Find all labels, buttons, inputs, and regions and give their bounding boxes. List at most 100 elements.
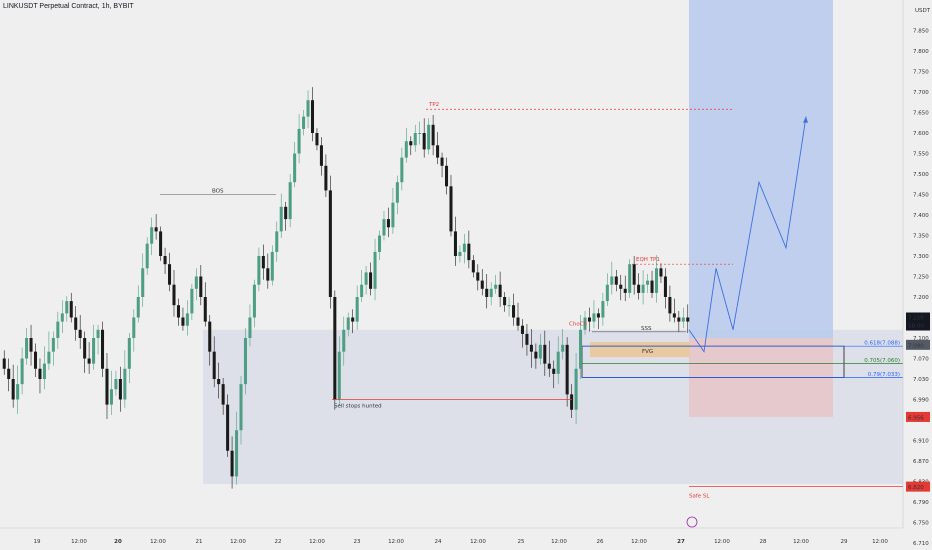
candle-body: [587, 317, 591, 322]
candle-body: [561, 344, 565, 352]
candle-body: [552, 368, 556, 374]
candle-body: [297, 128, 301, 154]
candle-body: [440, 157, 444, 166]
candle-body: [663, 276, 667, 297]
candle-body: [239, 384, 243, 431]
candle-body: [2, 358, 6, 369]
price-tick-label: 6.870: [913, 459, 929, 465]
sell-stops-label: Sell stops hunted: [334, 404, 382, 410]
candle-body: [315, 133, 319, 146]
time-tick-label: 12:00: [714, 539, 730, 545]
candle-body: [369, 272, 373, 289]
candle-body: [471, 260, 475, 273]
candle-body: [118, 379, 122, 400]
candle-body: [293, 153, 297, 183]
time-tick-label: 23: [354, 539, 361, 545]
candle-body: [275, 231, 279, 252]
candle-body: [659, 268, 663, 277]
candle-body: [543, 344, 547, 364]
candle-body: [404, 141, 408, 158]
candle-body: [284, 206, 288, 220]
price-tick-label: 7.200: [913, 295, 929, 301]
candle-body: [355, 297, 359, 322]
time-tick-label: 12:00: [631, 539, 647, 545]
price-tick-label: 6.750: [913, 521, 929, 527]
entry-price-tag-bg: [906, 339, 930, 350]
candle-body: [418, 133, 422, 134]
price-tick-label: 7.850: [913, 29, 929, 35]
safe-sl-price-tag-bg: [906, 481, 930, 492]
candle-body: [65, 301, 69, 314]
candle-body: [632, 264, 636, 285]
candle-body: [628, 264, 632, 293]
candle-body: [395, 182, 399, 203]
candle-body: [360, 284, 364, 297]
countdown-tag: 58:00: [908, 324, 924, 330]
candle-body: [16, 384, 20, 400]
price-tick-label: 7.100: [913, 336, 929, 342]
candle-body: [168, 264, 172, 285]
fib-label: 0.618(7.088): [864, 341, 900, 347]
fvg-label: FVG: [642, 349, 653, 355]
fvg-box: [590, 342, 690, 358]
candle-body: [154, 227, 158, 232]
time-tick-label: 12:00: [71, 539, 87, 545]
candle-body: [351, 317, 355, 322]
candle-body: [570, 394, 574, 410]
candle-body: [248, 317, 252, 338]
price-tick-label: 7.450: [913, 193, 929, 199]
price-tick-label: 7.500: [913, 172, 929, 178]
target-zone: [689, 0, 833, 338]
candle-body: [427, 124, 431, 150]
candle-body: [33, 351, 38, 369]
candle-body: [342, 329, 346, 352]
time-tick-label: 28: [760, 539, 767, 545]
candle-body: [74, 317, 78, 330]
candle-body: [516, 317, 520, 326]
candle-body: [96, 329, 100, 338]
time-tick-label: 12:00: [388, 539, 404, 545]
candle-body: [377, 235, 382, 252]
price-tick-label: 7.600: [913, 131, 929, 137]
candle-body: [346, 317, 350, 330]
time-tick-label: 12:00: [872, 539, 888, 545]
current-price-tag: 7.150: [908, 316, 924, 322]
price-tick-label: 7.750: [913, 70, 929, 76]
candle-body: [654, 268, 659, 293]
candle-body: [614, 276, 618, 285]
time-tick-label: 27: [677, 539, 685, 545]
candle-body: [29, 338, 33, 352]
candle-body: [279, 206, 283, 232]
eqh-tp1-label: EQH TP1: [636, 257, 660, 263]
candle-body: [25, 338, 29, 359]
candle-body: [176, 305, 180, 318]
stop-price-tag: 6.956: [908, 415, 924, 421]
candle-body: [677, 317, 681, 322]
candle-body: [681, 317, 685, 322]
candle-body: [672, 313, 676, 318]
candle-body: [489, 288, 493, 297]
candle-body: [221, 384, 225, 405]
candle-body: [498, 284, 502, 297]
candle-body: [601, 301, 605, 318]
time-tick-label: 19: [34, 539, 41, 545]
candle-body: [60, 313, 64, 322]
candle-body: [235, 430, 239, 477]
candle-body: [109, 389, 113, 405]
price-tick-label: 7.300: [913, 254, 929, 260]
candle-body: [529, 344, 533, 352]
candle-body: [623, 288, 627, 293]
candle-body: [445, 165, 449, 187]
candle-body: [453, 231, 457, 256]
price-axis-currency: USDT: [915, 8, 931, 14]
candle-body: [422, 133, 426, 150]
candle-body: [185, 313, 189, 326]
candle-body: [69, 301, 73, 318]
time-tick-label: 24: [435, 539, 442, 545]
candle-body: [641, 284, 645, 293]
candle-body: [194, 276, 198, 289]
current-price-tag-bg: [906, 312, 930, 331]
time-tick-label: 12:00: [309, 539, 325, 545]
candle-body: [310, 100, 315, 133]
